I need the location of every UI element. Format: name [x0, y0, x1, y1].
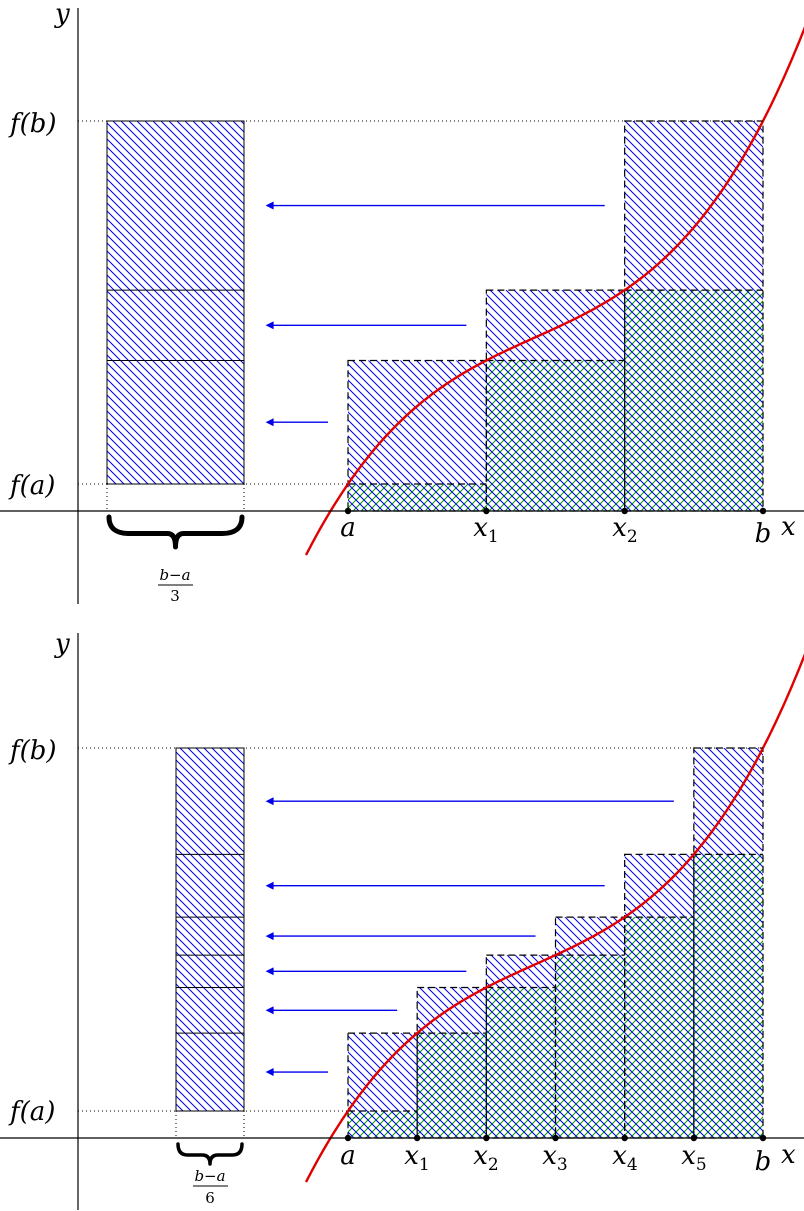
fa-label: f(a) — [8, 1097, 55, 1127]
function-curve — [304, 26, 804, 556]
x-tick-labels: a x1 x2 x3 x4 x5 b — [340, 1141, 771, 1177]
tick-dot — [483, 507, 490, 515]
lower-hatch-region-blue — [555, 955, 625, 1138]
brace — [176, 1142, 244, 1166]
y-axis-label: y — [54, 0, 70, 29]
brace-numerator: b−a — [159, 566, 190, 584]
tick-dot — [413, 1134, 421, 1142]
x-tick-labels: a x1 x2 b — [340, 513, 771, 549]
lower-hatch-region-blue — [348, 484, 487, 511]
y-axis-label: y — [54, 629, 70, 659]
red-curve — [304, 653, 804, 1183]
rectangles — [347, 120, 764, 512]
brace-denominator: 6 — [205, 1189, 215, 1207]
upper-hatch-region — [624, 121, 763, 291]
tick-b: b — [755, 1147, 772, 1177]
upper-hatch-region — [348, 1033, 418, 1111]
fa-label: f(a) — [8, 471, 55, 501]
panel-three-subintervals: y x f(b) f(a) b−a 3 a x1 x2 b — [0, 0, 804, 605]
tick-dot — [344, 1134, 352, 1142]
tick-dot — [483, 1134, 490, 1142]
x-axis-label: x — [781, 1140, 796, 1170]
tick-dot — [621, 1134, 628, 1142]
tick-a: a — [340, 1141, 356, 1171]
upper-hatch-region — [348, 360, 487, 484]
function-curve — [304, 653, 804, 1183]
tick-dot — [621, 507, 628, 515]
lower-hatch-region-blue — [693, 854, 763, 1138]
lower-hatch-region-blue — [486, 987, 556, 1138]
arrows — [265, 797, 674, 1077]
tick-dot — [759, 507, 767, 515]
tick-b: b — [755, 519, 772, 549]
upper-rectangle-outline — [693, 747, 764, 1139]
lower-hatch-region-blue — [624, 290, 763, 511]
tick-dot — [690, 1134, 698, 1142]
tick-x1: x1 — [404, 1141, 430, 1175]
tick-x5: x5 — [681, 1141, 707, 1175]
stack-column — [175, 747, 245, 1112]
tick-x2: x2 — [612, 513, 638, 547]
x-axis-label: x — [781, 512, 796, 542]
lower-hatch-region-blue — [486, 360, 625, 511]
tick-x2: x2 — [473, 1141, 499, 1175]
width-brace — [176, 1142, 244, 1166]
brace-denominator: 3 — [170, 587, 180, 605]
upper-hatch-region — [693, 748, 763, 855]
tick-dot — [344, 507, 352, 515]
lower-hatch-region-blue — [624, 917, 694, 1138]
width-brace — [106, 514, 245, 550]
tick-x4: x4 — [612, 1141, 638, 1175]
rectangles — [347, 747, 764, 1139]
brace-numerator: b−a — [194, 1167, 225, 1185]
stacked-rectangles — [175, 747, 245, 1138]
tick-x3: x3 — [542, 1141, 568, 1175]
red-curve — [304, 26, 804, 556]
axes — [0, 633, 804, 1210]
stacked-rectangles — [106, 120, 245, 511]
tick-a: a — [340, 513, 356, 543]
tick-dot — [552, 1134, 559, 1142]
tick-x1: x1 — [473, 513, 499, 547]
upper-hatch-region — [417, 987, 487, 1034]
stack-column — [106, 120, 245, 485]
lower-hatch-region-blue — [348, 1111, 418, 1138]
arrows — [265, 201, 605, 427]
upper-hatch-region — [624, 854, 694, 918]
brace — [106, 514, 245, 550]
fb-label: f(b) — [8, 736, 57, 766]
tick-dot — [759, 1134, 767, 1142]
fb-label: f(b) — [8, 109, 57, 139]
lower-hatch-region-blue — [417, 1033, 487, 1138]
panel-six-subintervals: y x f(b) f(a) b−a 6 a x1 x2 x3 x4 x5 b — [0, 629, 804, 1210]
